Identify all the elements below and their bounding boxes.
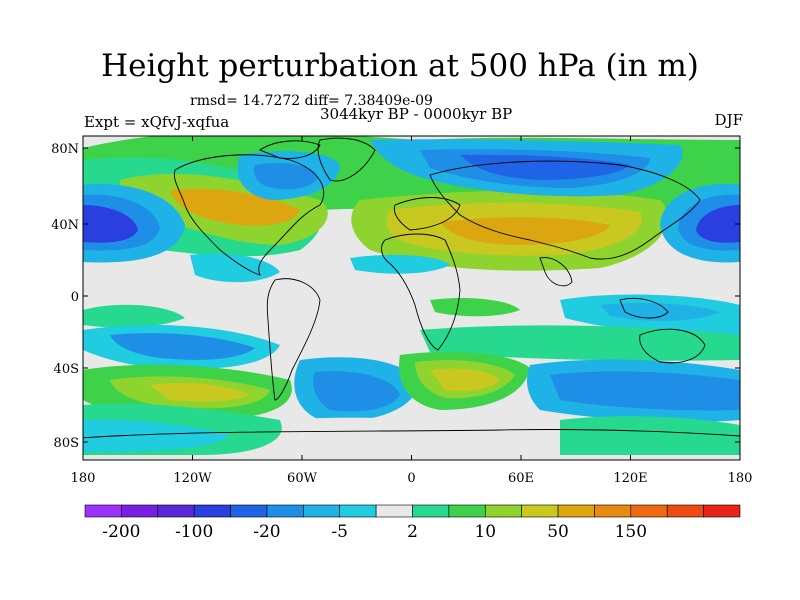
colorbar-swatch	[412, 504, 450, 518]
rmsd-diff-stats: rmsd= 14.7272 diff= 7.38409e-09	[190, 93, 433, 109]
colorbar-swatch	[157, 504, 195, 518]
colorbar-swatch	[303, 504, 341, 518]
colorbar-label: 150	[615, 522, 647, 542]
contour-band	[550, 371, 740, 411]
contour-band	[83, 304, 185, 328]
contour-band	[440, 217, 610, 245]
lat-tick-label: 0	[71, 290, 79, 305]
lon-tick-label: 120W	[173, 471, 212, 486]
contour-band	[150, 383, 250, 402]
axis-ticks: 80N 40N 0 40S 80S 180 120W 60W 0 60E 120E 180	[51, 136, 752, 486]
colorbar-swatch	[375, 504, 413, 518]
colorbar-label: -5	[331, 522, 348, 542]
contour-band	[83, 205, 138, 243]
colorbar-swatch	[448, 504, 486, 518]
contour-band	[280, 417, 500, 455]
colorbar-swatch	[339, 504, 377, 518]
contour-field	[83, 136, 740, 460]
coastlines	[83, 137, 740, 439]
contour-band	[83, 419, 230, 452]
colorbar-swatch	[557, 504, 595, 518]
contour-band	[190, 253, 280, 283]
lat-tick-label: 40N	[51, 218, 79, 233]
season-label: DJF	[714, 111, 743, 129]
contour-band	[696, 205, 740, 243]
contour-band	[253, 163, 318, 190]
colorbar-swatch	[703, 504, 741, 518]
colorbar-label: 10	[474, 522, 496, 542]
contour-band	[110, 333, 255, 360]
colorbar-swatch	[630, 504, 668, 518]
lon-tick-label: 60E	[508, 471, 534, 486]
colorbar-label: 50	[547, 522, 569, 542]
colorbar-swatch	[266, 504, 304, 518]
lat-tick-label: 80S	[54, 436, 79, 451]
colorbar-label: 2	[407, 522, 418, 542]
colorbar-swatch	[666, 504, 704, 518]
contour-band	[420, 325, 740, 361]
colorbar-label: -100	[175, 522, 213, 542]
contour-band	[350, 254, 450, 274]
contour-band	[560, 416, 740, 455]
colorbar-swatch	[484, 504, 522, 518]
lat-tick-label: 80N	[51, 142, 79, 157]
contour-band	[430, 298, 520, 317]
lon-tick-label: 60W	[287, 471, 318, 486]
colorbar-swatch	[594, 504, 632, 518]
period-label: 3044kyr BP - 0000kyr BP	[320, 105, 513, 123]
lat-tick-label: 40S	[54, 362, 79, 377]
colorbar-swatch	[84, 504, 122, 518]
contour-band	[600, 302, 720, 321]
colorbar-swatch	[521, 504, 559, 518]
plot-title: Height perturbation at 500 hPa (in m)	[101, 48, 699, 84]
contour-band	[430, 368, 500, 392]
colorbar-swatch	[230, 504, 268, 518]
colorbar-label: -200	[102, 522, 140, 542]
lon-tick-label: 0	[407, 471, 415, 486]
lon-tick-label: 180	[71, 471, 96, 486]
colorbar-label: -20	[253, 522, 280, 542]
colorbar-swatch	[121, 504, 159, 518]
lon-tick-label: 180	[728, 471, 753, 486]
colorbar-swatch	[193, 504, 231, 518]
contour-band	[460, 154, 630, 180]
experiment-label: Expt = xQfvJ-xqfua	[84, 113, 230, 131]
contour-band	[313, 371, 400, 412]
lon-tick-label: 120E	[613, 471, 647, 486]
colorbar: -200 -100 -20 -5 2 10 50 150	[84, 504, 741, 542]
